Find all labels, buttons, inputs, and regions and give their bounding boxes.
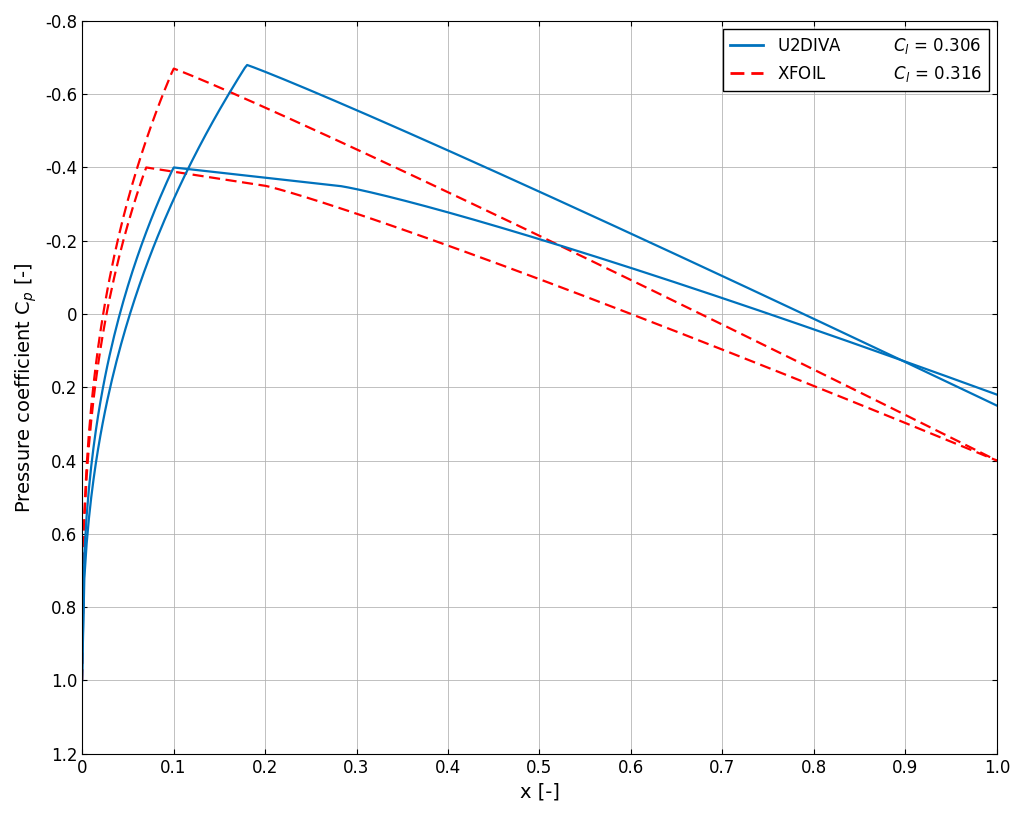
X-axis label: x [-]: x [-]: [519, 782, 559, 801]
Legend: U2DIVA          $C_l$ = 0.306, XFOIL             $C_l$ = 0.316: U2DIVA $C_l$ = 0.306, XFOIL $C_l$ = 0.31…: [723, 29, 988, 91]
Y-axis label: Pressure coefficient C$_p$ [-]: Pressure coefficient C$_p$ [-]: [14, 262, 39, 513]
